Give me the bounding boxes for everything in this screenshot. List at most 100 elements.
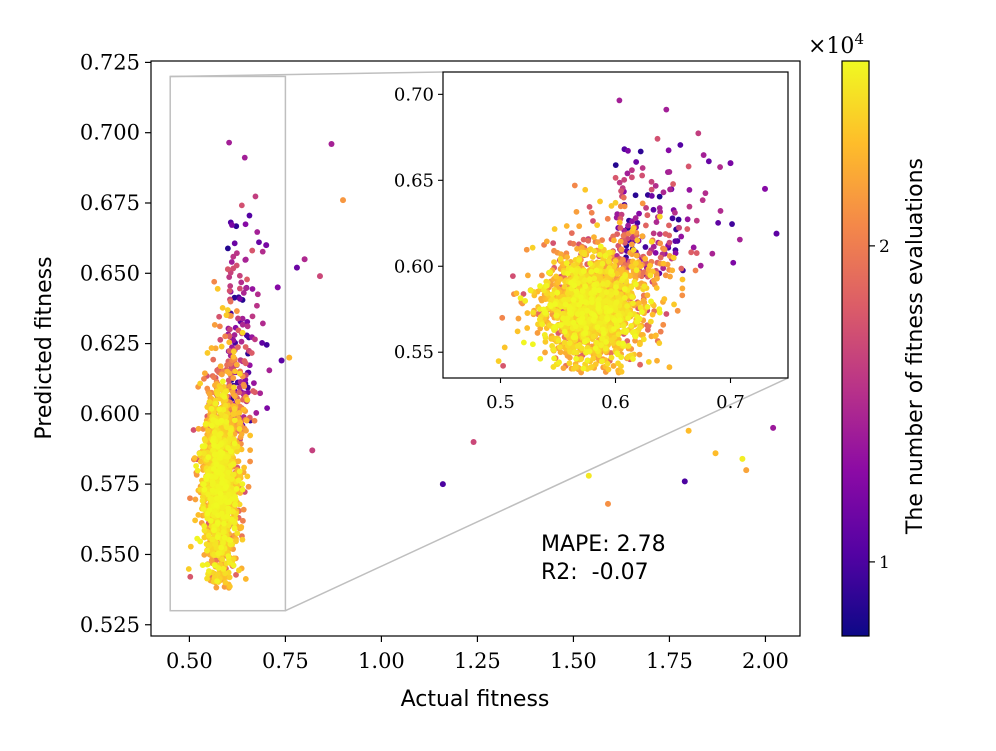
scatter-point: [187, 495, 193, 502]
scatter-point: [226, 326, 233, 333]
inset-scatter-point: [566, 340, 573, 346]
scatter-point: [206, 568, 212, 574]
inset-outlier-point: [958, 133, 964, 139]
scatter-point: [237, 295, 243, 302]
y-tick-label: 0.550: [80, 542, 140, 566]
scatter-point: [213, 502, 219, 508]
colorbar: [842, 61, 869, 636]
inset-scatter-point: [495, 358, 502, 364]
scatter-point: [251, 380, 257, 387]
inset-scatter-point: [595, 305, 602, 312]
scatter-point: [214, 571, 221, 578]
x-tick-label: 1.50: [550, 649, 597, 673]
inset-scatter-point: [520, 291, 527, 297]
inset-scatter-point: [690, 244, 697, 251]
inset-scatter-point: [661, 246, 668, 253]
scatter-point: [225, 505, 232, 512]
y-axis-label: Predicted fitness: [32, 256, 57, 439]
scatter-point: [240, 517, 246, 524]
inset-scatter-point: [647, 318, 654, 325]
scatter-point: [214, 534, 221, 541]
inset-scatter-point: [612, 258, 619, 264]
scatter-point: [231, 411, 237, 417]
scatter-point: [218, 510, 225, 517]
scatter-point: [223, 312, 230, 319]
scatter-point: [233, 571, 239, 578]
inset-scatter-point: [560, 315, 566, 322]
inset-scatter-point: [677, 142, 684, 148]
inset-scatter-point: [617, 238, 624, 245]
inset-scatter-point: [630, 247, 637, 253]
scatter-point: [235, 477, 242, 484]
inset-scatter-point: [666, 222, 672, 229]
inset-scatter-point: [599, 260, 606, 267]
scatter-point: [224, 513, 231, 520]
inset-scatter-point: [645, 359, 652, 365]
inset-scatter-point: [632, 333, 639, 340]
scatter-point: [239, 481, 246, 487]
scatter-point: [226, 339, 233, 346]
scatter-point: [237, 370, 243, 377]
inset-scatter-point: [674, 307, 681, 314]
inset-scatter-point: [644, 212, 651, 219]
inset-scatter-point: [622, 273, 629, 280]
inset-scatter-point: [566, 309, 573, 316]
scatter-point: [194, 467, 201, 474]
inset-scatter-point: [580, 236, 587, 243]
inset-scatter-point: [529, 244, 536, 251]
scatter-point: [254, 302, 260, 309]
inset-scatter-point: [602, 345, 609, 352]
scatter-point: [217, 490, 224, 497]
scatter-point: [239, 486, 246, 493]
x-tick-label: 0.50: [166, 649, 213, 673]
inset-scatter-point: [608, 291, 615, 298]
inset-scatter-point: [603, 298, 609, 304]
scatter-point: [239, 536, 246, 543]
scatter-point: [214, 285, 221, 292]
outlier-point: [316, 273, 323, 280]
scatter-point: [200, 450, 207, 457]
inset-scatter-point: [561, 328, 568, 335]
inset-scatter-point: [629, 241, 635, 248]
inset-scatter-point: [580, 268, 587, 275]
scatter-point: [208, 557, 215, 564]
inset-scatter-point: [656, 231, 663, 238]
scatter-point: [204, 561, 211, 568]
inset-scatter-point: [717, 208, 724, 214]
scatter-point: [199, 443, 206, 450]
scatter-point: [219, 371, 225, 378]
inset-scatter-point: [618, 266, 625, 273]
inset-scatter-point: [663, 106, 670, 113]
inset-scatter-point: [583, 325, 590, 332]
outlier-point: [770, 424, 777, 431]
scatter-point: [241, 383, 248, 390]
scatter-point: [211, 442, 217, 449]
mape-annotation: MAPE: 2.78: [541, 532, 666, 557]
scatter-point: [211, 562, 218, 568]
inset-scatter-point: [612, 162, 619, 168]
scatter-point: [236, 468, 243, 475]
outlier-point: [685, 427, 692, 434]
scatter-point: [243, 427, 249, 434]
inset-scatter-point: [685, 163, 692, 170]
inset-scatter-point: [624, 338, 631, 344]
scatter-point: [219, 450, 226, 457]
x-axis-label: Actual fitness: [401, 687, 550, 712]
scatter-point: [247, 432, 254, 439]
outlier-point: [739, 455, 746, 462]
scatter-point: [235, 315, 241, 322]
inset-scatter-point: [637, 361, 643, 368]
scatter-point: [213, 584, 220, 591]
outlier-point: [681, 478, 688, 485]
scatter-point: [196, 450, 203, 457]
inset-scatter-point: [599, 314, 605, 321]
scatter-point: [213, 495, 220, 502]
scatter-point: [233, 361, 240, 368]
scatter-point: [206, 391, 213, 397]
inset-scatter-point: [579, 288, 586, 294]
inset-scatter-point: [650, 206, 657, 213]
inset-scatter-point: [586, 348, 593, 355]
inset-scatter-point: [591, 248, 598, 254]
inset-scatter-point: [700, 152, 707, 158]
inset-scatter-point: [600, 330, 607, 337]
